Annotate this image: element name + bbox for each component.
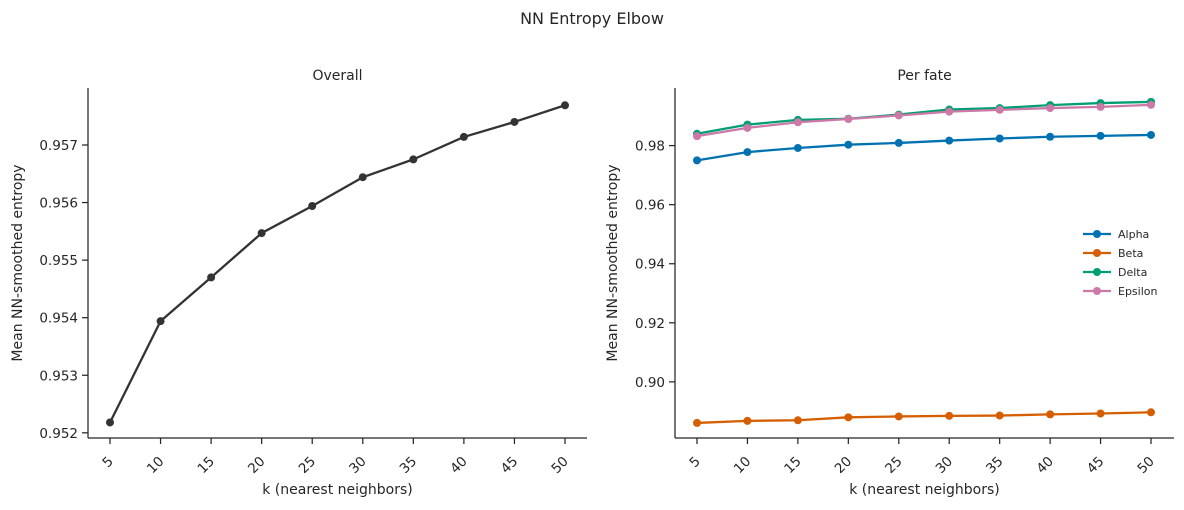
data-point-alpha: [793, 143, 802, 152]
x-tick-label: 10: [144, 454, 167, 477]
x-axis-label: k (nearest neighbors): [849, 482, 999, 498]
x-tick-label: 30: [933, 454, 956, 477]
x-tick-label: 45: [1084, 454, 1107, 477]
y-axis-label: Mean NN-smoothed entropy: [10, 164, 26, 361]
y-tick-label: 0.90: [635, 375, 665, 391]
data-point-overall: [358, 173, 367, 182]
data-point-alpha: [693, 156, 701, 165]
x-tick-label: 45: [498, 454, 521, 477]
y-tick-label: 0.953: [39, 368, 78, 384]
x-tick-label: 20: [832, 454, 855, 477]
data-point-epsilon: [894, 111, 903, 120]
data-point-beta: [1046, 410, 1055, 419]
panel-overall: Overall 0.952 0.953 0.954 0.955 0.956 0.957 5 10…: [10, 68, 587, 498]
data-point-overall: [308, 202, 317, 211]
data-point-overall: [510, 117, 519, 126]
series-line-beta: [695, 411, 1153, 425]
x-tick-label: 20: [245, 454, 268, 477]
legend-marker-delta: [1093, 268, 1101, 276]
legend-label-delta: Delta: [1118, 266, 1147, 279]
data-point-overall: [459, 132, 468, 141]
x-tick-label: 5: [686, 454, 703, 471]
data-point-epsilon: [995, 105, 1004, 114]
data-point-alpha: [995, 134, 1004, 143]
x-tick-label: 30: [346, 454, 369, 477]
data-point-alpha: [945, 136, 954, 145]
y-tick-label: 0.954: [39, 311, 78, 327]
panel-title: Overall: [312, 68, 362, 84]
data-point-overall: [561, 101, 569, 110]
data-point-overall: [257, 229, 266, 238]
legend-marker-beta: [1093, 249, 1101, 257]
series-line-alpha: [695, 133, 1153, 162]
data-point-epsilon: [1096, 102, 1105, 111]
data-point-epsilon: [1147, 100, 1155, 109]
series-line-overall: [108, 104, 567, 424]
legend: Alpha Beta Delta Epsilon: [1083, 228, 1158, 298]
figure-title: NN Entropy Elbow: [520, 9, 664, 28]
data-point-alpha: [1096, 131, 1105, 140]
data-point-alpha: [894, 138, 903, 147]
x-tick-label: 35: [983, 454, 1006, 477]
x-tick-label: 5: [99, 454, 116, 471]
y-tick-label: 0.956: [39, 196, 78, 212]
panel-per-fate: Per fate 0.90 0.92 0.94 0.96 0.98 5 10 15 20 25 30 3…: [605, 68, 1174, 498]
y-tick-label: 0.957: [39, 138, 78, 154]
data-point-beta: [743, 416, 752, 425]
x-tick-label: 25: [882, 454, 905, 477]
data-point-overall: [207, 273, 216, 282]
legend-label-epsilon: Epsilon: [1118, 285, 1158, 298]
x-tick-label: 10: [731, 454, 754, 477]
series-line-epsilon: [695, 103, 1153, 138]
data-point-epsilon: [844, 115, 853, 124]
legend-marker-alpha: [1093, 230, 1101, 238]
data-point-beta: [693, 418, 701, 427]
data-point-beta: [844, 413, 853, 422]
x-tick-label: 35: [397, 454, 420, 477]
y-axis-label: Mean NN-smoothed entropy: [605, 164, 621, 361]
data-point-overall: [106, 418, 114, 427]
data-point-epsilon: [693, 132, 701, 141]
data-point-epsilon: [945, 107, 954, 116]
data-point-alpha: [844, 140, 853, 149]
series-line-delta: [695, 100, 1153, 135]
legend-label-beta: Beta: [1118, 247, 1143, 260]
data-point-overall: [409, 155, 418, 164]
y-tick-label: 0.952: [39, 426, 78, 442]
legend-marker-epsilon: [1093, 287, 1101, 295]
data-point-beta: [894, 412, 903, 421]
x-tick-label: 40: [1033, 454, 1056, 477]
data-point-alpha: [743, 148, 752, 157]
data-point-epsilon: [793, 118, 802, 127]
x-axis-label: k (nearest neighbors): [262, 482, 412, 498]
data-point-epsilon: [1046, 104, 1055, 113]
legend-label-alpha: Alpha: [1118, 228, 1149, 241]
data-point-beta: [995, 411, 1004, 420]
x-tick-label: 40: [447, 454, 470, 477]
x-tick-label: 15: [194, 454, 217, 477]
data-point-beta: [1147, 408, 1155, 417]
x-tick-label: 25: [296, 454, 319, 477]
y-tick-label: 0.955: [39, 253, 78, 269]
y-tick-label: 0.92: [635, 316, 665, 332]
data-point-beta: [945, 411, 954, 420]
y-tick-label: 0.96: [635, 198, 665, 214]
data-point-epsilon: [743, 123, 752, 132]
data-point-alpha: [1147, 130, 1155, 139]
y-tick-label: 0.98: [635, 139, 665, 155]
x-tick-label: 15: [781, 454, 804, 477]
x-tick-label: 50: [548, 454, 571, 477]
data-point-alpha: [1046, 132, 1055, 141]
x-tick-label: 50: [1134, 454, 1157, 477]
data-point-beta: [1096, 409, 1105, 418]
data-point-overall: [156, 317, 165, 326]
y-tick-label: 0.94: [635, 257, 665, 273]
panel-title: Per fate: [897, 68, 951, 84]
data-point-beta: [793, 416, 802, 425]
